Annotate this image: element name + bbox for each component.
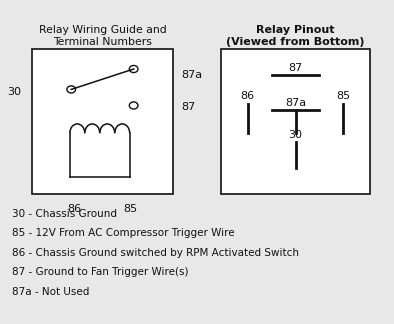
Text: Relay Wiring Guide and
Terminal Numbers: Relay Wiring Guide and Terminal Numbers: [39, 25, 166, 47]
Text: 87: 87: [181, 102, 195, 112]
Text: 85: 85: [336, 91, 351, 101]
Text: 85 - 12V From AC Compressor Trigger Wire: 85 - 12V From AC Compressor Trigger Wire: [12, 228, 234, 238]
Text: 30: 30: [7, 87, 22, 97]
Bar: [32, 49, 173, 194]
Text: 86: 86: [240, 91, 255, 101]
Text: Relay Pinout
(Viewed from Bottom): Relay Pinout (Viewed from Bottom): [226, 25, 365, 47]
Text: 87: 87: [288, 63, 303, 73]
Text: 86 - Chassis Ground switched by RPM Activated Switch: 86 - Chassis Ground switched by RPM Acti…: [12, 248, 299, 258]
Text: 87a - Not Used: 87a - Not Used: [12, 287, 89, 297]
Text: 85: 85: [124, 204, 138, 214]
Text: 30: 30: [288, 130, 303, 140]
Bar: [221, 49, 370, 194]
Text: 30 - Chassis Ground: 30 - Chassis Ground: [12, 209, 117, 219]
Text: 87 - Ground to Fan Trigger Wire(s): 87 - Ground to Fan Trigger Wire(s): [12, 267, 188, 277]
Text: 86: 86: [67, 204, 81, 214]
Text: 87a: 87a: [181, 70, 203, 80]
Text: 87a: 87a: [285, 98, 306, 108]
